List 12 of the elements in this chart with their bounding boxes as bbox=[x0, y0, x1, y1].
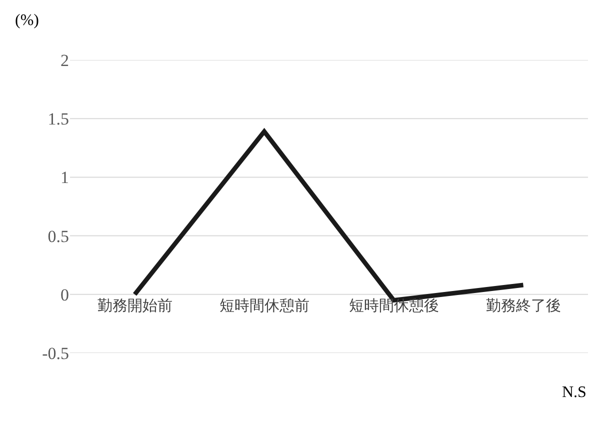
x-tick-label: 短時間休憩前 bbox=[219, 296, 310, 314]
y-tick-label: 0 bbox=[60, 285, 69, 304]
x-tick-label: 勤務終了後 bbox=[486, 296, 561, 314]
y-tick-label: 1.5 bbox=[48, 110, 69, 129]
y-tick-label: 0.5 bbox=[48, 226, 69, 246]
x-tick-label: 短時間休憩後 bbox=[348, 296, 439, 314]
y-tick-label: -0.5 bbox=[42, 344, 69, 363]
y-tick-label: 2 bbox=[60, 50, 69, 70]
text: N.S bbox=[562, 384, 586, 401]
y-tick-label: 1 bbox=[60, 168, 69, 188]
x-tick-label: 勤務開始前 bbox=[97, 296, 172, 314]
y-axis-title: (%) bbox=[15, 12, 39, 29]
